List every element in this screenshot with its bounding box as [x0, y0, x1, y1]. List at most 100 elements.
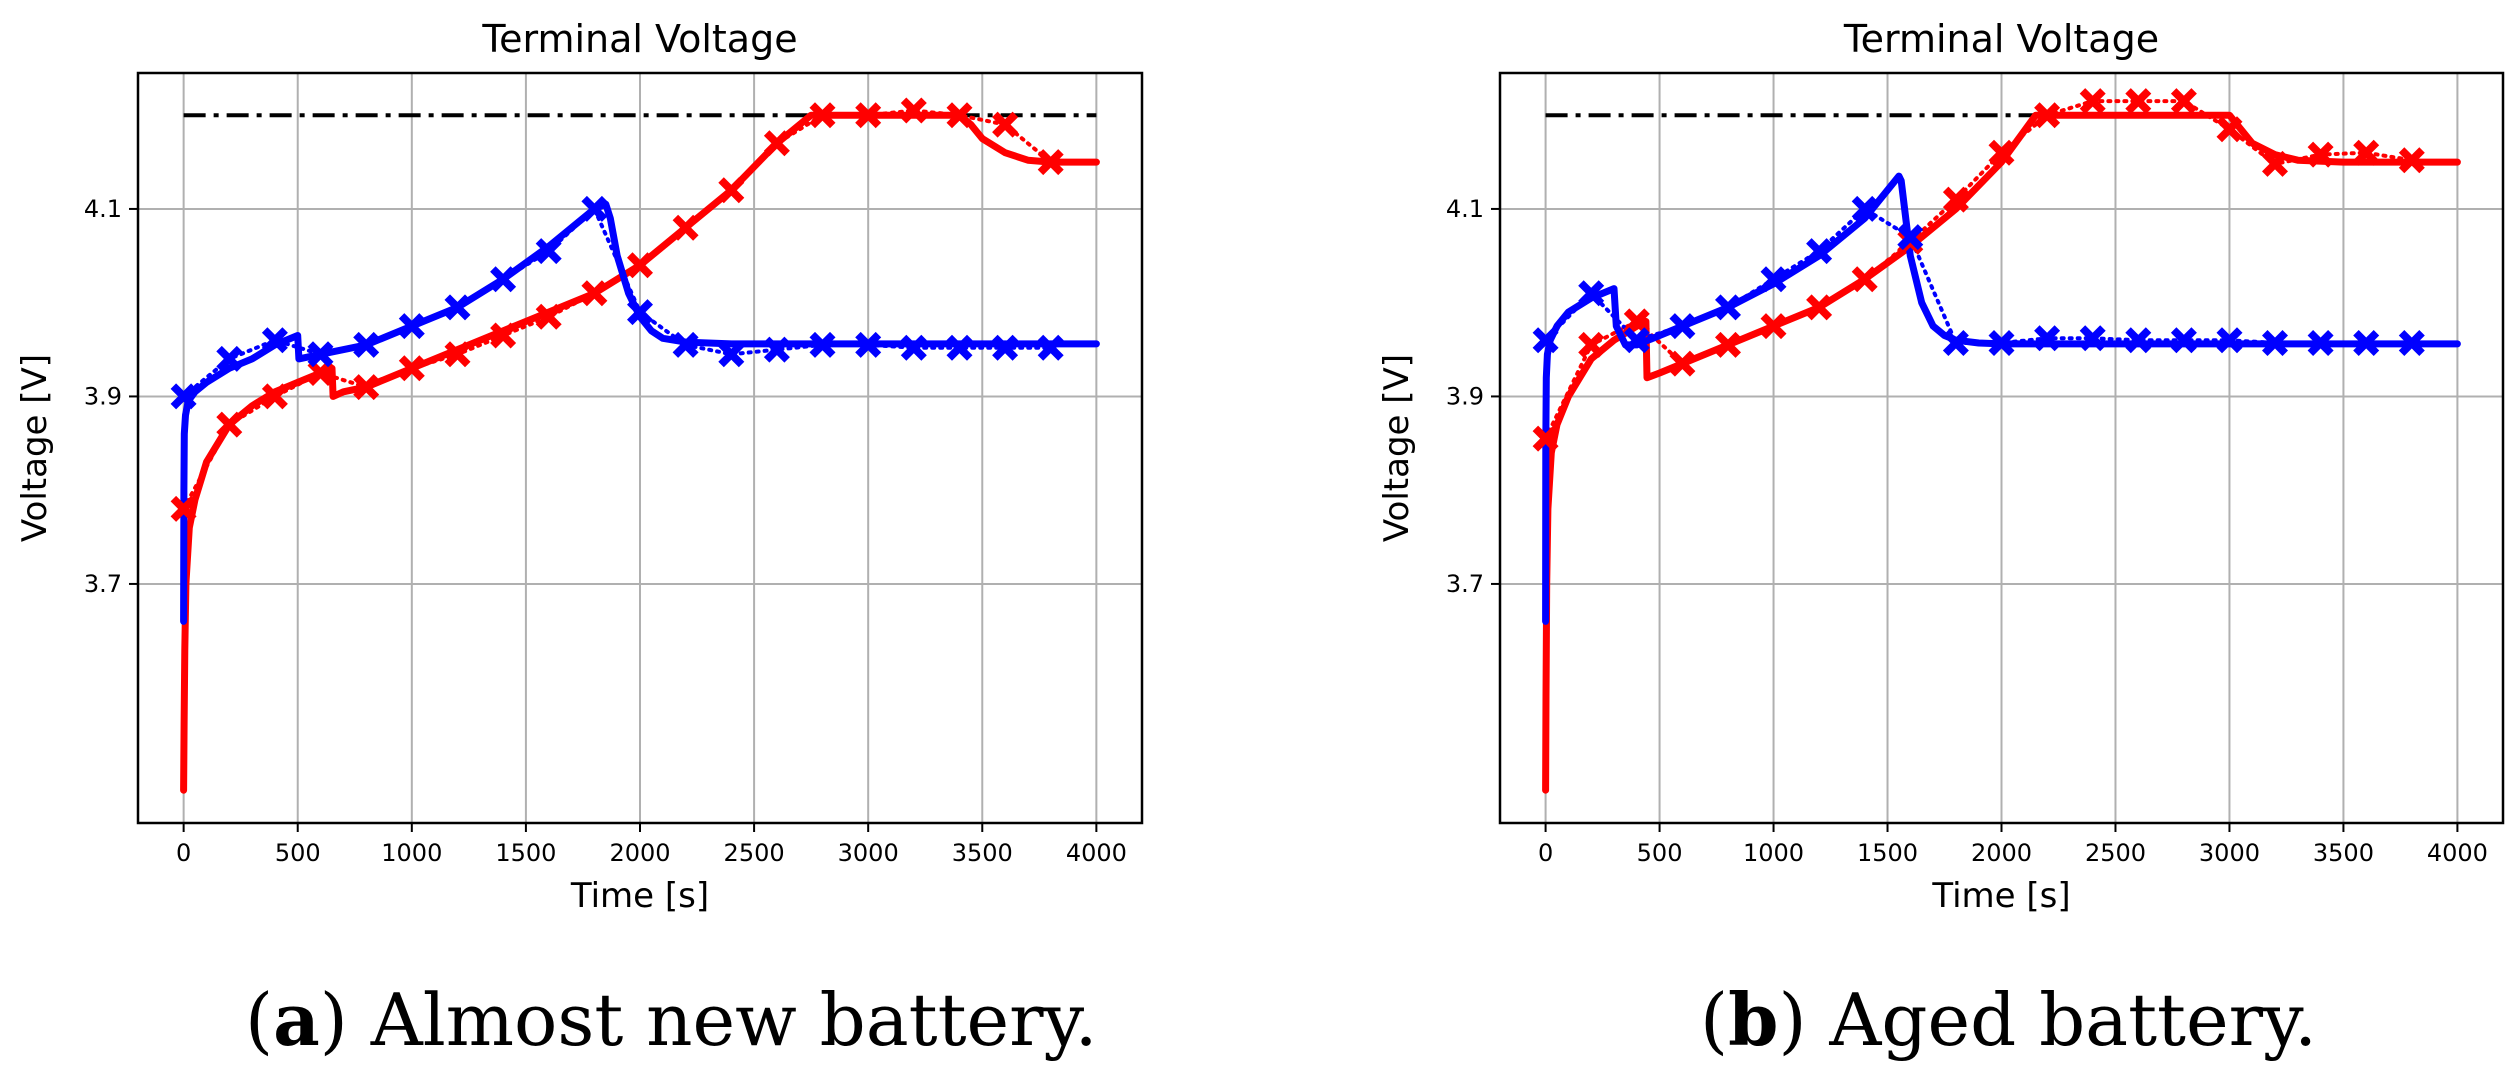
- y-tick-label: 3.7: [1446, 570, 1484, 598]
- blue-measured-marker: [1578, 280, 1605, 307]
- red-measured-marker: [809, 102, 836, 129]
- red-measured-marker: [2398, 147, 2425, 174]
- y-tick-label: 4.1: [84, 195, 122, 223]
- blue-measured-marker: [2398, 330, 2425, 356]
- red-measured-marker: [1037, 149, 1064, 176]
- panel-a: 0 500 1000 1500 2000 2500 3000 3500 4000 3.7 3.9 4.…: [15, 17, 1144, 1062]
- blue-measured-marker: [398, 313, 425, 340]
- red-measured-marker: [2170, 88, 2197, 115]
- blue-measured-marker: [2353, 330, 2380, 356]
- red-measured-marker: [170, 495, 197, 522]
- blue-measured-marker: [1532, 327, 1559, 354]
- blue-measured-marker: [490, 266, 517, 293]
- red-measured-marker: [627, 252, 653, 279]
- x-tick-label: 500: [1637, 839, 1683, 867]
- blue-measured-marker: [1623, 327, 1650, 354]
- red-measured-marker: [718, 177, 745, 204]
- y-tick-label: 3.9: [84, 382, 122, 410]
- blue-measured-marker: [763, 336, 790, 363]
- red-measured-marker: [2307, 141, 2334, 168]
- red-measured-marker: [2353, 139, 2380, 166]
- blue-measured-marker: [1669, 313, 1696, 340]
- blue-measured-marker: [2216, 327, 2243, 354]
- blue-measured-marker: [627, 299, 653, 326]
- red-measured-marker: [1578, 331, 1605, 358]
- x-tick-label: 4000: [2427, 839, 2488, 867]
- red-measured-marker: [581, 280, 608, 307]
- x-tick-label: 1500: [1857, 839, 1918, 867]
- blue-measured-marker: [353, 331, 380, 358]
- caption-open-paren: (: [1700, 978, 1728, 1062]
- red-measured-marker: [1851, 266, 1878, 293]
- blue-measured-marker: [1988, 330, 2015, 356]
- blue-measured-marker: [1851, 195, 1878, 222]
- plot-area: [170, 97, 1100, 794]
- red-measured-marker: [1669, 350, 1696, 377]
- blue-measured-marker: [261, 327, 288, 354]
- red-measured-marker: [1623, 308, 1650, 335]
- red-measured-marker: [992, 111, 1019, 138]
- chart-title: Terminal Voltage: [1843, 17, 2159, 61]
- red-measured-marker: [307, 360, 334, 386]
- caption-text: ) Almost new battery.: [320, 978, 1098, 1062]
- blue-measured-marker: [2307, 330, 2334, 356]
- chart-title: Terminal Voltage: [481, 17, 797, 61]
- x-tick-label: 2000: [1971, 839, 2032, 867]
- red-measured-marker: [535, 303, 562, 330]
- blue-measured-marker: [900, 334, 927, 361]
- blue-measured-marker: [2170, 327, 2197, 354]
- red-measured-marker: [1806, 294, 1833, 321]
- x-tick-label: 3500: [952, 839, 1013, 867]
- x-tick-label: 3000: [2199, 839, 2260, 867]
- blue-measured-marker: [992, 334, 1019, 361]
- blue-measured-marker: [672, 331, 699, 358]
- caption-open-paren: (: [245, 978, 273, 1062]
- x-tick-label: 0: [1538, 839, 1553, 867]
- red-measured-marker: [2262, 150, 2288, 177]
- x-tick-label: 4000: [1066, 839, 1127, 867]
- x-tick-label: 2000: [609, 839, 670, 867]
- x-tick-label: 0: [176, 839, 191, 867]
- blue-measured-marker: [1715, 294, 1741, 321]
- blue-measured-marker: [1942, 330, 1969, 356]
- red-measured-marker: [855, 102, 882, 129]
- blue-measured-marker: [535, 238, 562, 265]
- x-tick-label: 1000: [1743, 839, 1804, 867]
- y-tick-label: 3.7: [84, 570, 122, 598]
- blue-measured-marker: [2262, 330, 2288, 356]
- blue-measured-marker: [718, 341, 745, 368]
- y-tick-label: 4.1: [1446, 195, 1484, 223]
- blue-measured-marker: [216, 345, 243, 372]
- y-tick-label: 3.9: [1446, 382, 1484, 410]
- blue-measured-marker: [946, 334, 973, 361]
- red-measured-marker: [763, 130, 790, 157]
- red-measured-marker: [900, 97, 927, 124]
- red-measured-marker: [1532, 425, 1559, 452]
- y-axis-label: Voltage [V]: [15, 354, 55, 542]
- blue-measured-marker: [444, 294, 471, 321]
- red-measured-marker: [1988, 139, 2015, 166]
- blue-measured-marker: [2125, 327, 2152, 354]
- y-axis-label: Voltage [V]: [1377, 354, 1417, 542]
- blue-measured-marker: [809, 331, 836, 358]
- red-measured-marker: [2125, 88, 2152, 115]
- x-tick-label: 2500: [724, 839, 785, 867]
- blue-measured-marker: [1037, 334, 1064, 361]
- red-measured-marker: [261, 383, 288, 410]
- red-measured-marker: [1942, 186, 1969, 213]
- red-measured-marker: [672, 214, 699, 241]
- blue-measured-marker: [855, 331, 882, 358]
- panel-b: 0 500 1000 1500 2000 2500 3000 3500 4000 3.7 3.9 4.…: [1377, 17, 2505, 1062]
- blue-measured-marker: [1760, 266, 1787, 293]
- caption-text: ) Aged battery.: [1778, 978, 2317, 1062]
- blue-measured-marker: [1806, 238, 1833, 265]
- red-measured-marker: [353, 374, 380, 401]
- red-measured-marker: [490, 322, 517, 349]
- blue-measured-marker: [2079, 325, 2106, 352]
- red-measured-marker: [946, 102, 973, 129]
- red-measured-marker: [444, 341, 471, 368]
- red-measured-marker: [2216, 116, 2243, 143]
- x-tick-label: 1000: [381, 839, 442, 867]
- red-measured-marker: [216, 411, 243, 438]
